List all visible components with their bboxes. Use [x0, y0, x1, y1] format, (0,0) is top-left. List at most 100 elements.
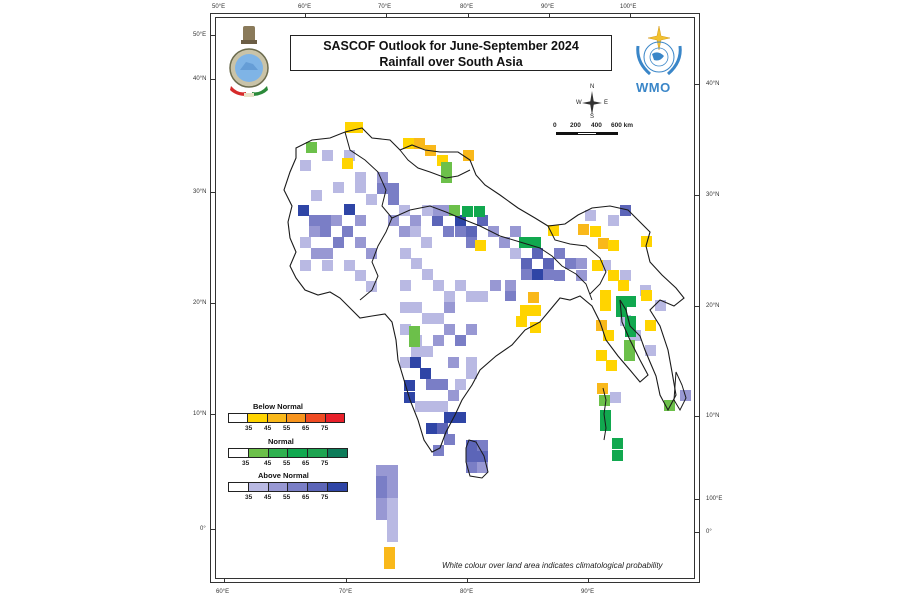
- forecast-grid-cell: [376, 498, 387, 509]
- legend-bar-above-normal: [228, 482, 348, 492]
- forecast-grid-cell: [300, 237, 311, 248]
- top-axis-label: 60°E: [298, 4, 312, 10]
- forecast-grid-cell: [420, 368, 431, 379]
- legend-bar-below-normal: [228, 413, 345, 423]
- imd-emblem-logo: [229, 26, 269, 97]
- forecast-grid-cell: [598, 238, 609, 249]
- forecast-grid-cell: [300, 260, 311, 271]
- forecast-grid-cell: [306, 142, 317, 153]
- legend-swatch: [328, 449, 347, 457]
- forecast-grid-cell: [645, 345, 656, 356]
- forecast-grid-cell: [477, 215, 488, 226]
- forecast-grid-cell: [625, 316, 636, 327]
- forecast-grid-cell: [576, 258, 587, 269]
- forecast-grid-cell: [309, 226, 320, 237]
- forecast-grid-cell: [344, 260, 355, 271]
- forecast-grid-cell: [387, 487, 398, 498]
- forecast-grid-cell: [664, 400, 675, 411]
- forecast-grid-cell: [311, 248, 322, 259]
- legend-title-below-normal: Below Normal: [253, 402, 304, 411]
- legend-swatch: [308, 483, 329, 491]
- forecast-grid-cell: [387, 520, 398, 531]
- forecast-grid-cell: [612, 450, 623, 461]
- forecast-grid-cell: [600, 300, 611, 311]
- forecast-grid-cell: [409, 326, 420, 337]
- forecast-grid-cell: [333, 182, 344, 193]
- forecast-grid-cell: [342, 158, 353, 169]
- legend-title-normal: Normal: [268, 437, 294, 446]
- legend-swatch: [268, 449, 289, 457]
- forecast-grid-cell: [388, 215, 399, 226]
- forecast-grid-cell: [426, 379, 437, 390]
- forecast-grid-cell: [344, 150, 355, 161]
- right-axis-label: 40°N: [706, 81, 720, 87]
- forecast-grid-cell: [433, 280, 444, 291]
- forecast-grid-cell: [600, 410, 611, 421]
- forecast-grid-cell: [322, 260, 333, 271]
- forecast-grid-cell: [426, 401, 437, 412]
- forecast-grid-cell: [448, 390, 459, 401]
- forecast-grid-cell: [490, 280, 501, 291]
- forecast-grid-cell: [612, 438, 623, 449]
- forecast-grid-cell: [400, 248, 411, 259]
- forecast-grid-cell: [449, 205, 460, 216]
- forecast-grid-cell: [331, 215, 342, 226]
- forecast-grid-cell: [618, 280, 629, 291]
- forecast-grid-cell: [409, 336, 420, 347]
- legend-swatch: [268, 483, 289, 491]
- legend-swatch: [328, 483, 347, 491]
- forecast-grid-cell: [333, 237, 344, 248]
- forecast-grid-cell: [437, 423, 448, 434]
- forecast-grid-cell: [624, 340, 635, 351]
- forecast-grid-cell: [433, 313, 444, 324]
- left-axis-label: 20°N: [193, 300, 207, 306]
- left-axis-label: 10°N: [193, 411, 207, 417]
- forecast-grid-cell: [441, 162, 452, 173]
- forecast-grid-cell: [600, 260, 611, 271]
- south-asia-outline: [283, 127, 685, 453]
- forecast-grid-cell: [548, 225, 559, 236]
- forecast-grid-cell: [620, 205, 631, 216]
- forecast-grid-cell: [444, 302, 455, 313]
- forecast-grid-cell: [415, 401, 426, 412]
- forecast-grid-cell: [455, 215, 466, 226]
- legend-swatch: [229, 483, 249, 491]
- forecast-grid-cell: [624, 350, 635, 361]
- forecast-grid-cell: [596, 350, 607, 361]
- forecast-grid-cell: [620, 270, 631, 281]
- forecast-grid-cell: [421, 237, 432, 248]
- forecast-grid-cell: [437, 401, 448, 412]
- forecast-grid-cell: [444, 434, 455, 445]
- forecast-grid-cell: [585, 210, 596, 221]
- forecast-grid-cell: [437, 379, 448, 390]
- forecast-grid-cell: [532, 269, 543, 280]
- forecast-grid-cell: [322, 150, 333, 161]
- legend-swatch: [286, 414, 307, 422]
- forecast-grid-cell: [565, 258, 576, 269]
- forecast-grid-cell: [466, 357, 477, 368]
- forecast-grid-cell: [298, 205, 309, 216]
- top-axis-label: 90°E: [541, 4, 555, 10]
- forecast-grid-cell: [345, 122, 356, 133]
- forecast-grid-cell: [519, 237, 530, 248]
- compass-icon: [582, 91, 602, 115]
- forecast-grid-cell: [384, 547, 395, 558]
- forecast-grid-cell: [311, 190, 322, 201]
- forecast-grid-cell: [554, 270, 565, 281]
- forecast-grid-cell: [455, 280, 466, 291]
- legend-swatch: [306, 414, 326, 422]
- forecast-grid-cell: [516, 316, 527, 327]
- map-outer-frame: [210, 13, 700, 583]
- forecast-grid-cell: [400, 280, 411, 291]
- legend-swatch: [229, 414, 249, 422]
- forecast-grid-cell: [510, 226, 521, 237]
- forecast-grid-cell: [422, 269, 433, 280]
- forecast-grid-cell: [641, 290, 652, 301]
- forecast-grid-cell: [448, 357, 459, 368]
- map-footnote: White colour over land area indicates cl…: [442, 561, 663, 570]
- forecast-grid-cell: [599, 395, 610, 406]
- forecast-grid-cell: [590, 226, 601, 237]
- forecast-grid-cell: [422, 346, 433, 357]
- top-axis-label: 100°E: [620, 4, 637, 10]
- legend-title-above-normal: Above Normal: [258, 471, 309, 480]
